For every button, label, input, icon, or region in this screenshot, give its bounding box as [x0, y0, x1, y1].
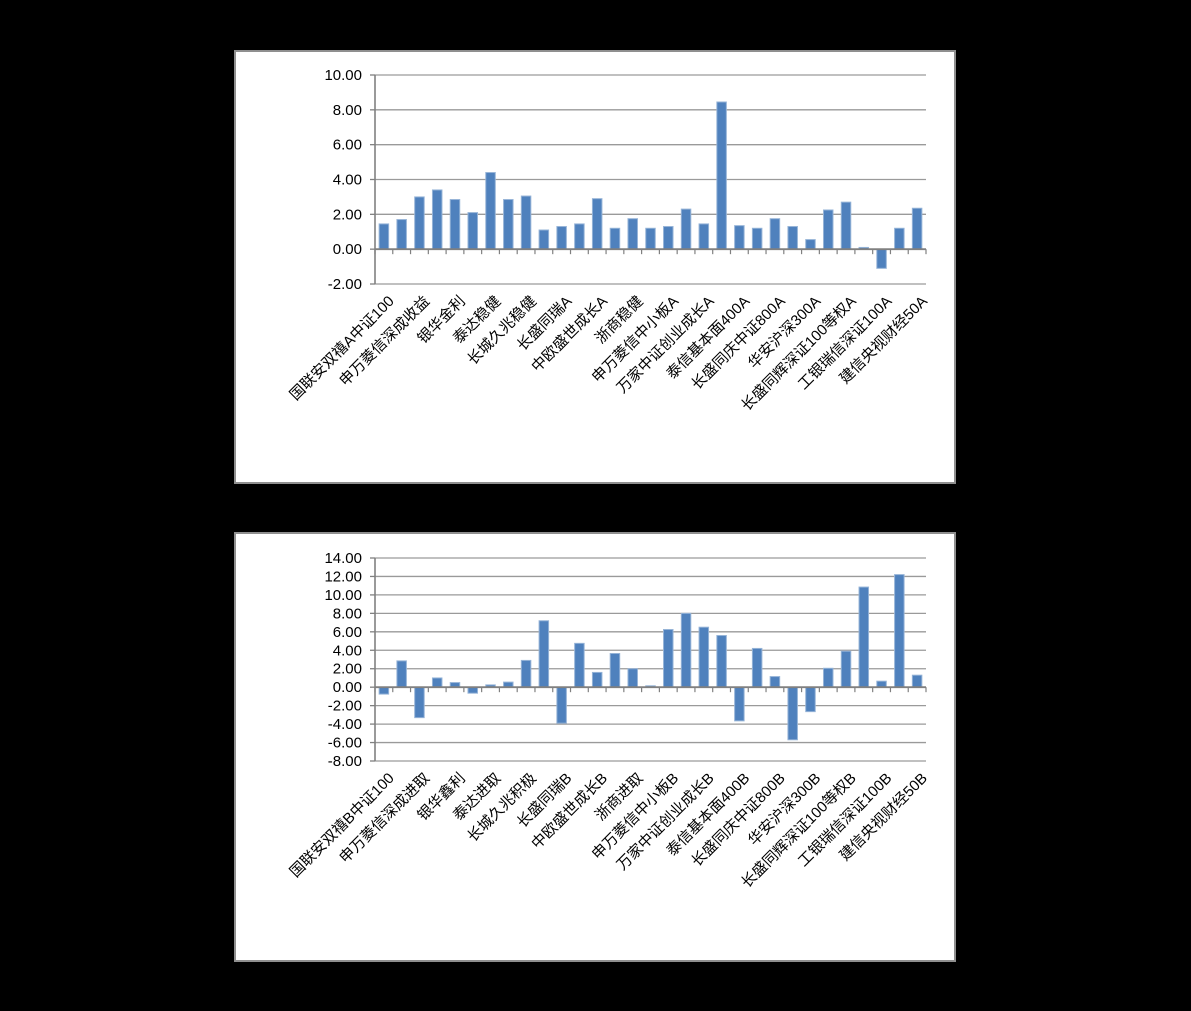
y-tick-label: -2.00: [328, 276, 362, 293]
bars: [378, 101, 923, 269]
bar: [591, 671, 603, 688]
bar: [751, 647, 763, 688]
bar: [591, 198, 603, 250]
bar: [574, 223, 585, 250]
y-tick-label: 0.00: [333, 679, 362, 696]
bar: [751, 227, 763, 250]
bar: [520, 195, 532, 250]
bar: [378, 223, 390, 250]
bar: [680, 208, 692, 250]
bar: [698, 223, 710, 250]
y-tick-label: -6.00: [328, 735, 362, 752]
bar: [876, 680, 887, 688]
bar: [876, 248, 887, 269]
y-tick-label: 2.00: [333, 206, 362, 223]
bar: [911, 674, 923, 688]
bar: [396, 660, 407, 688]
y-tick-label: 6.00: [333, 137, 362, 154]
bar: [698, 626, 710, 688]
bar: [894, 574, 905, 688]
y-tick-label: 12.00: [324, 568, 362, 585]
bar: [431, 189, 443, 250]
bar: [769, 218, 781, 250]
y-tick-label: 14.00: [324, 550, 362, 567]
bar: [858, 586, 870, 688]
bar: [716, 635, 727, 688]
y-tick-label: -8.00: [328, 753, 362, 770]
axes: [370, 74, 927, 285]
bar: [627, 218, 638, 250]
bar: [911, 207, 923, 250]
y-tick-label: 10.00: [324, 67, 362, 84]
bar-chart-a-share-funds: 10.00 8.00 6.00 4.00 2.00 0.00 -2.00国联安双禧A中证10…: [287, 67, 931, 414]
y-axis-labels: 10.00 8.00 6.00 4.00 2.00 0.00 -2.00: [324, 67, 362, 293]
gridlines: [375, 74, 926, 285]
y-tick-label: 4.00: [333, 642, 362, 659]
bar: [609, 227, 621, 250]
bar: [556, 226, 567, 250]
axes: [370, 557, 927, 762]
bar: [414, 196, 425, 250]
bar: [378, 686, 390, 695]
bar: [734, 225, 745, 250]
bar: [663, 629, 674, 688]
chart-panel-b: 14.00 12.00 10.00 8.00 6.00 4.00 2.00 0.00 -2.00…: [234, 532, 956, 962]
bar: [787, 686, 798, 741]
bar: [787, 226, 798, 250]
bar: [680, 612, 692, 688]
bar: [822, 209, 834, 250]
y-tick-label: 10.00: [324, 587, 362, 604]
bar: [503, 199, 514, 250]
bar: [538, 229, 550, 250]
bar: [414, 686, 425, 719]
y-tick-label: 2.00: [333, 661, 362, 678]
bar: [734, 686, 745, 722]
y-tick-label: 8.00: [333, 605, 362, 622]
bars: [378, 574, 923, 741]
bar: [894, 227, 905, 250]
y-tick-label: 4.00: [333, 172, 362, 189]
y-tick-label: 8.00: [333, 102, 362, 119]
bar: [645, 227, 656, 250]
bar: [609, 653, 621, 688]
category-labels: 国联安双禧A中证100申万菱信深成收益银华金利泰达稳健长城久兆稳健长盛同瑞A中欧…: [287, 292, 931, 414]
chart-panel-a: 10.00 8.00 6.00 4.00 2.00 0.00 -2.00 国联安双禧A中证10…: [234, 50, 956, 484]
bar: [485, 172, 496, 250]
bar: [556, 686, 567, 724]
bar: [769, 676, 781, 688]
bar: [805, 239, 816, 250]
y-tick-label: 6.00: [333, 624, 362, 641]
bar: [663, 226, 674, 250]
bar: [538, 620, 550, 688]
bar: [822, 667, 834, 688]
category-labels: 国联安双禧B中证100申万菱信深成进取银华鑫利泰达进取长城久兆积极长盛同瑞B中欧…: [287, 769, 931, 891]
bar: [805, 686, 816, 713]
bar: [520, 659, 532, 688]
y-tick-label: 0.00: [333, 241, 362, 258]
bar: [574, 642, 585, 688]
bar: [467, 212, 479, 250]
bar: [431, 677, 443, 688]
bar: [449, 199, 461, 250]
bar: [840, 201, 852, 250]
bar: [840, 650, 852, 688]
y-tick-label: -4.00: [328, 716, 362, 733]
bar: [716, 101, 727, 250]
y-tick-label: -2.00: [328, 698, 362, 715]
gridlines: [375, 557, 926, 762]
bar: [396, 219, 407, 250]
bar: [627, 668, 638, 688]
